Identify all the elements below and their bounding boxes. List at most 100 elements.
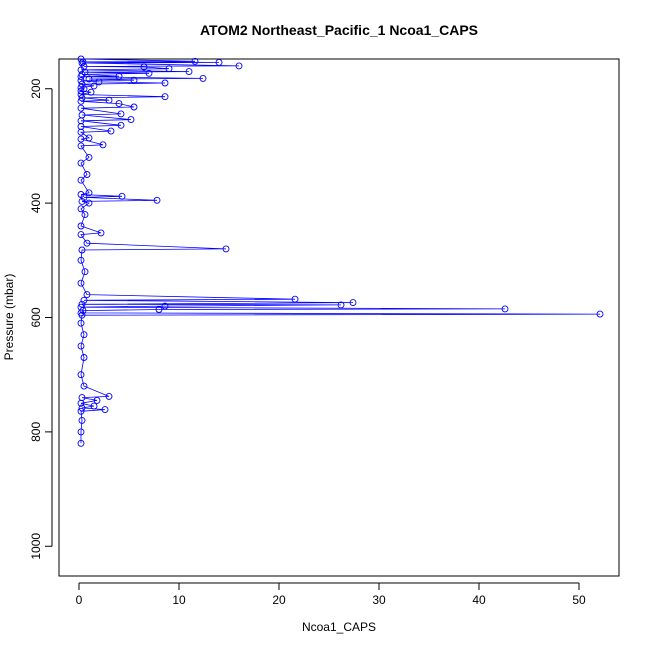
data-point <box>107 127 115 135</box>
y-tick-label: 600 <box>29 307 43 327</box>
data-point <box>77 104 85 112</box>
data-point <box>145 69 153 77</box>
x-tick-label: 0 <box>76 593 83 607</box>
data-point <box>118 192 126 200</box>
data-point <box>77 256 85 264</box>
data-point <box>161 93 169 101</box>
data-point <box>77 142 85 150</box>
data-point <box>90 402 98 410</box>
data-point <box>161 79 169 87</box>
data-point <box>81 268 89 276</box>
data-point <box>90 82 98 90</box>
data-point <box>117 110 125 118</box>
data-point <box>85 199 93 207</box>
data-point <box>85 75 93 83</box>
data-point <box>105 96 113 104</box>
y-tick-label: 200 <box>29 78 43 98</box>
x-tick-label: 50 <box>572 593 586 607</box>
data-point <box>80 382 88 390</box>
data-point <box>77 205 85 213</box>
data-point <box>78 80 86 88</box>
data-point <box>77 371 85 379</box>
series-layer <box>77 55 604 447</box>
data-point <box>161 302 169 310</box>
data-point <box>77 159 85 167</box>
data-point <box>77 439 85 447</box>
data-point <box>80 331 88 339</box>
data-point <box>215 58 223 66</box>
data-point <box>83 239 91 247</box>
data-point <box>77 176 85 184</box>
data-point <box>79 58 87 66</box>
y-axis-label: Pressure (mbar) <box>2 274 16 361</box>
data-point <box>79 307 87 315</box>
data-point <box>235 62 243 70</box>
data-point <box>78 59 86 67</box>
data-point <box>191 57 199 65</box>
data-point <box>185 68 193 76</box>
data-point <box>95 78 103 86</box>
plot-frame <box>58 58 620 577</box>
data-point <box>78 246 86 254</box>
data-point <box>99 141 107 149</box>
data-point <box>80 354 88 361</box>
data-point <box>77 77 85 85</box>
data-point <box>130 76 138 84</box>
data-point <box>78 416 86 424</box>
data-point <box>127 116 135 124</box>
x-tick-label: 30 <box>372 593 386 607</box>
data-point <box>77 231 85 239</box>
data-point <box>77 128 85 136</box>
data-point <box>77 407 85 415</box>
data-point <box>155 306 163 313</box>
x-axis-label: Ncoa1_CAPS <box>302 620 376 634</box>
data-point <box>77 428 85 436</box>
x-axis: 0 10 20 30 40 50 <box>76 582 586 607</box>
data-point <box>77 91 85 98</box>
data-point <box>93 396 101 404</box>
data-point <box>77 222 85 230</box>
y-tick-label: 800 <box>29 422 43 442</box>
data-point <box>77 279 85 287</box>
data-point <box>85 134 93 142</box>
y-tick-label: 400 <box>29 193 43 213</box>
data-point <box>78 197 86 205</box>
x-tick-label: 20 <box>272 593 286 607</box>
data-point <box>349 299 357 307</box>
data-point <box>199 74 207 82</box>
data-point <box>105 392 113 400</box>
x-tick-label: 40 <box>472 593 486 607</box>
data-point <box>101 406 109 414</box>
data-point <box>78 404 86 412</box>
data-point <box>153 196 161 204</box>
data-point <box>337 301 345 309</box>
data-point <box>78 94 86 102</box>
data-point <box>115 100 123 108</box>
series-line <box>79 58 601 444</box>
data-point <box>77 342 85 350</box>
data-point <box>77 399 85 407</box>
data-point <box>165 65 173 73</box>
data-point <box>77 73 85 81</box>
x-tick-label: 10 <box>172 593 186 607</box>
plot-frame-group <box>58 58 620 577</box>
data-point <box>291 295 299 303</box>
data-point <box>81 211 89 219</box>
data-point <box>117 121 125 129</box>
data-point <box>85 189 93 197</box>
data-point <box>85 153 93 161</box>
data-point <box>87 88 95 96</box>
data-point <box>501 305 509 313</box>
chart-title: ATOM2 Northeast_Pacific_1 Ncoa1_CAPS <box>200 22 478 38</box>
data-point <box>77 97 85 105</box>
data-point <box>80 296 88 304</box>
data-point <box>77 319 85 327</box>
data-point <box>77 87 85 95</box>
data-point <box>97 229 105 237</box>
data-point <box>140 63 148 71</box>
data-point <box>77 84 85 92</box>
data-point <box>77 66 85 74</box>
data-point <box>596 310 604 318</box>
data-point <box>83 171 91 178</box>
